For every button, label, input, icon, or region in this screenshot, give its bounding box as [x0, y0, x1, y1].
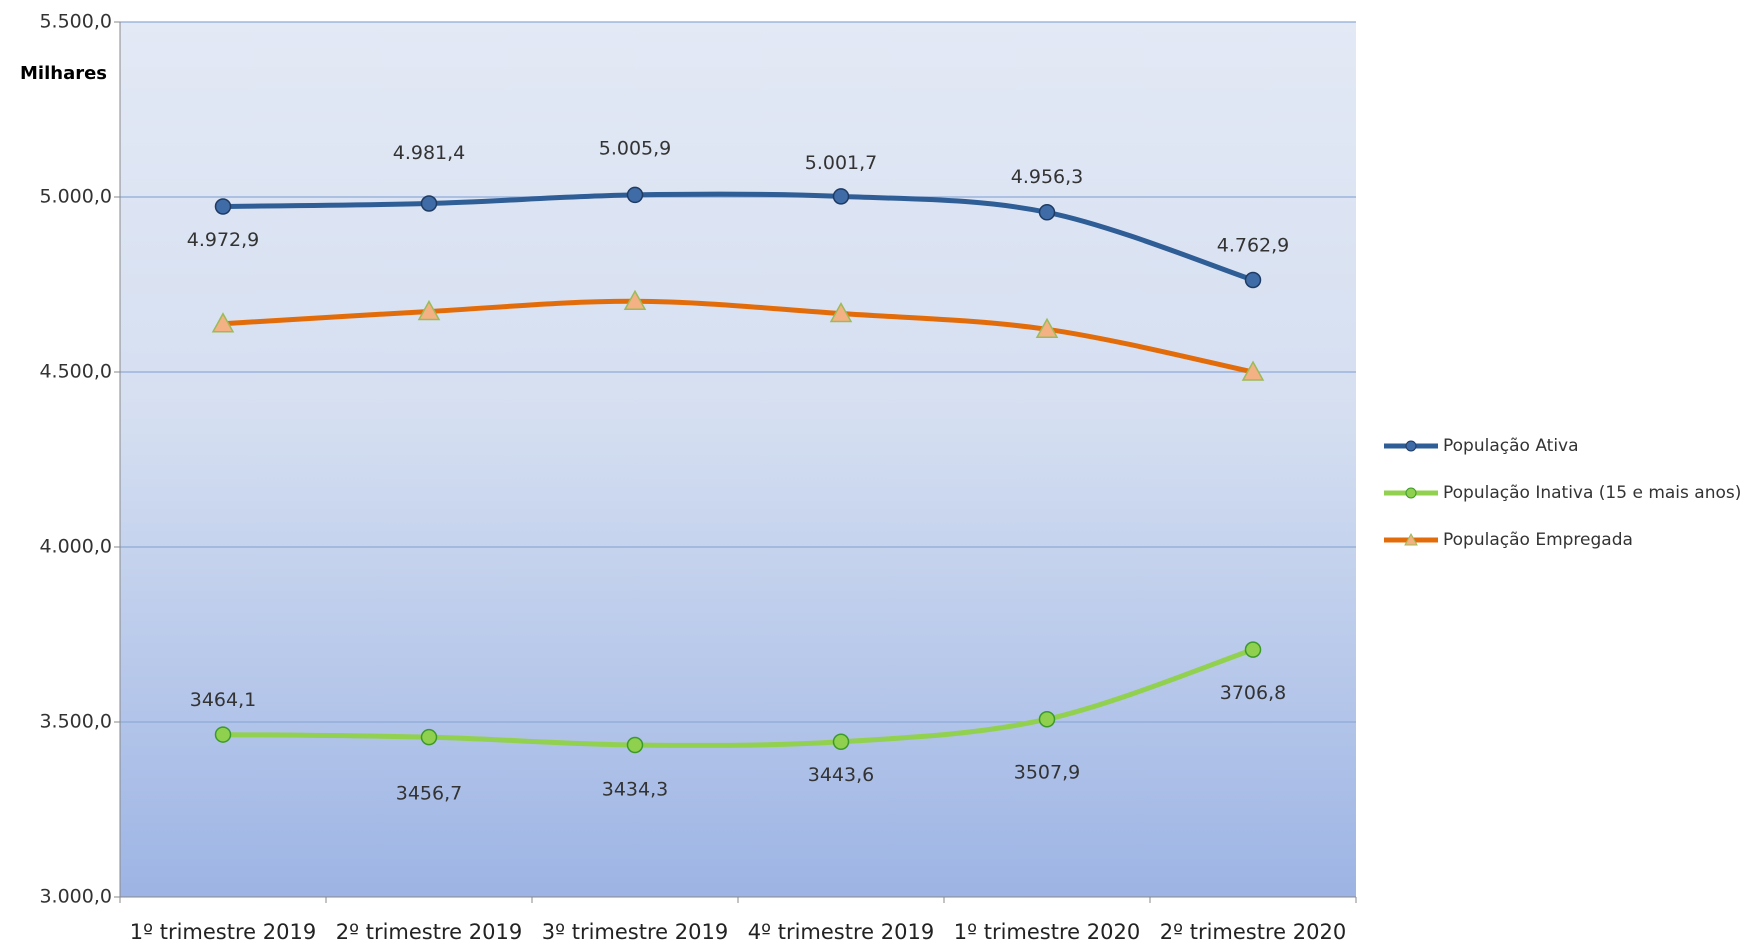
y-tick-label: 3.000,0 [39, 886, 112, 908]
x-tick-label: 3º trimestre 2019 [542, 920, 728, 944]
data-label: 4.762,9 [1217, 234, 1290, 256]
plot-area [120, 22, 1356, 897]
marker [626, 736, 644, 754]
x-tick-label: 2º trimestre 2020 [1160, 920, 1346, 944]
data-label: 3706,8 [1220, 682, 1286, 704]
marker [1035, 317, 1059, 339]
data-label: 3456,7 [396, 783, 462, 805]
marker [1241, 360, 1265, 381]
marker [829, 302, 853, 323]
series-line [220, 191, 1256, 283]
series-line [220, 647, 1256, 748]
x-tick-label: 1º trimestre 2019 [130, 920, 316, 944]
x-tick-label: 2º trimestre 2019 [336, 920, 522, 944]
legend-label: População Inativa (15 e mais anos) [1443, 483, 1741, 503]
data-label: 3464,1 [190, 689, 256, 711]
y-tick-label: 4.000,0 [39, 536, 112, 558]
marker [832, 733, 850, 750]
marker [417, 299, 441, 321]
series-line [220, 298, 1256, 375]
legend-marker [1404, 532, 1418, 546]
data-label: 5.005,9 [599, 137, 672, 159]
legend-label: População Empregada [1443, 530, 1633, 550]
data-label: 3507,9 [1014, 762, 1080, 784]
marker [420, 728, 438, 746]
data-label: 4.981,4 [393, 142, 466, 164]
marker [214, 726, 232, 743]
data-label: 5.001,7 [805, 152, 878, 174]
x-tick-label: 1º trimestre 2020 [954, 920, 1140, 944]
marker [211, 312, 235, 333]
y-axis-label: Milhares [20, 63, 107, 84]
data-label: 4.956,3 [1011, 166, 1084, 188]
marker [214, 198, 232, 215]
y-tick-label: 5.500,0 [39, 11, 112, 33]
marker [623, 289, 647, 311]
legend-marker [1405, 440, 1417, 452]
y-tick-label: 5.000,0 [39, 186, 112, 208]
y-tick-label: 3.500,0 [39, 711, 112, 733]
x-tick-label: 4º trimestre 2019 [748, 920, 934, 944]
marker [420, 195, 438, 212]
marker [1038, 204, 1056, 221]
marker [626, 186, 644, 204]
data-label: 3443,6 [808, 764, 874, 786]
legend-marker [1405, 487, 1417, 499]
data-label: 3434,3 [602, 778, 668, 800]
data-label: 4.972,9 [187, 229, 260, 251]
marker [832, 188, 850, 205]
marker [1244, 641, 1262, 658]
marker [1038, 710, 1056, 728]
y-tick-label: 4.500,0 [39, 361, 112, 383]
legend-label: População Ativa [1443, 436, 1579, 456]
marker [1244, 271, 1262, 289]
